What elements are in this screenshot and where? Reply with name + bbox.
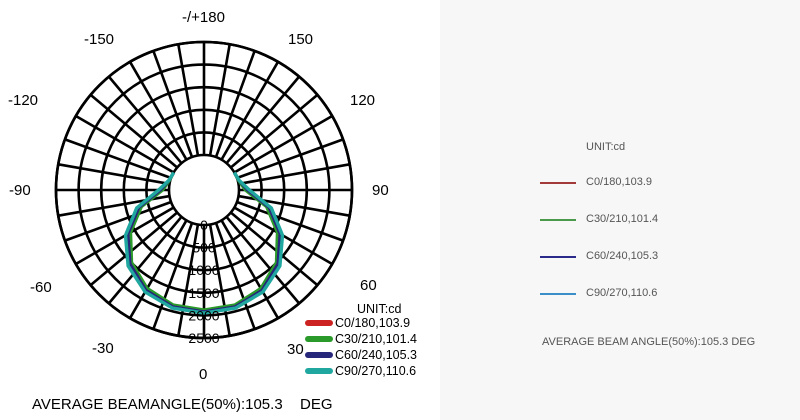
angle-label: 60 — [360, 277, 377, 294]
right-legend-label: C30/210,101.4 — [586, 213, 659, 225]
angle-label: 90 — [372, 182, 389, 199]
legend-unit-label: UNIT:cd — [357, 302, 402, 316]
grid-spoke — [220, 61, 280, 161]
right-legend-swatch — [540, 256, 576, 258]
grid-spoke — [64, 138, 172, 180]
grid-spoke — [89, 93, 179, 169]
polar-labels: -/+180 -150 150 -120 120 -90 90 -60 60 -30 30 0 0 500… — [8, 9, 389, 383]
right-legend-swatch — [540, 182, 576, 184]
intensity-curves — [123, 171, 285, 315]
radial-tick-label: 2000 — [188, 307, 219, 323]
beam-angle-label: AVERAGE BEAMANGLE(50%):105.3 — [32, 396, 283, 413]
grid-spoke — [225, 215, 301, 305]
legend-label: C0/180,103.9 — [335, 316, 410, 330]
grid-ring-0 — [167, 153, 241, 227]
angle-label: 0 — [199, 366, 207, 383]
right-legend-label: C0/180,103.9 — [586, 176, 653, 188]
grid-spoke — [64, 200, 172, 242]
grid-spoke — [236, 138, 344, 180]
grid-spoke — [107, 215, 183, 305]
angle-label: -60 — [30, 279, 52, 296]
beam-angle-text: AVERAGE BEAM ANGLE(50%):105.3 DEG — [542, 336, 756, 348]
grid-spoke — [214, 222, 256, 330]
grid-spoke — [107, 75, 183, 165]
radial-tick-label: 1500 — [188, 285, 219, 301]
angle-label: -/+180 — [182, 9, 225, 26]
grid-spoke — [58, 163, 170, 186]
grid-spoke — [229, 93, 319, 169]
grid-spoke — [214, 50, 256, 158]
grid-spoke — [208, 224, 231, 336]
beam-angle-unit: DEG — [300, 396, 333, 413]
radial-tick-label: 1000 — [188, 262, 219, 278]
angle-label: 30 — [287, 341, 304, 358]
right-legend-swatch — [540, 293, 576, 295]
legend-label: C60/240,105.3 — [335, 348, 417, 362]
grid-spoke — [208, 44, 231, 156]
angle-label: 120 — [350, 92, 375, 109]
grid-spoke — [152, 222, 194, 330]
polar-chart: -/+180 -150 150 -120 120 -90 90 -60 60 -30 30 0 0 500… — [8, 9, 417, 413]
right-legend-panel: UNIT:cd C0/180,103.9 C30/210,101.4 C60/240… — [440, 0, 800, 420]
angle-label: -120 — [8, 92, 38, 109]
radial-tick-label: 0 — [200, 217, 208, 233]
grid-spoke — [75, 114, 175, 174]
grid-spoke — [177, 224, 200, 336]
grid-spoke — [233, 114, 333, 174]
grid-spoke — [177, 44, 200, 156]
right-legend-swatch — [540, 219, 576, 221]
grid-spoke — [89, 211, 179, 287]
grid-spoke — [236, 200, 344, 242]
angle-label: -150 — [84, 31, 114, 48]
grid-spoke — [238, 163, 350, 186]
radial-tick-label: 2500 — [188, 330, 219, 346]
grid-spoke — [225, 75, 301, 165]
legend-label: C90/270,110.6 — [335, 364, 416, 378]
grid-spoke — [152, 50, 194, 158]
angle-label: 150 — [288, 31, 313, 48]
curve-3 — [123, 171, 285, 315]
angle-label: -30 — [92, 340, 114, 357]
legend-label: C30/210,101.4 — [335, 332, 417, 346]
unit-label: UNIT:cd — [586, 141, 626, 153]
grid-spoke — [128, 219, 188, 319]
right-legend-label: C60/240,105.3 — [586, 250, 659, 262]
angle-label: -90 — [9, 182, 31, 199]
grid-spoke — [220, 219, 280, 319]
polar-grid — [54, 40, 354, 340]
right-legend-label: C90/270,110.6 — [586, 287, 658, 299]
grid-spoke — [229, 211, 319, 287]
radial-tick-label: 500 — [192, 240, 216, 256]
grid-spoke — [128, 61, 188, 161]
